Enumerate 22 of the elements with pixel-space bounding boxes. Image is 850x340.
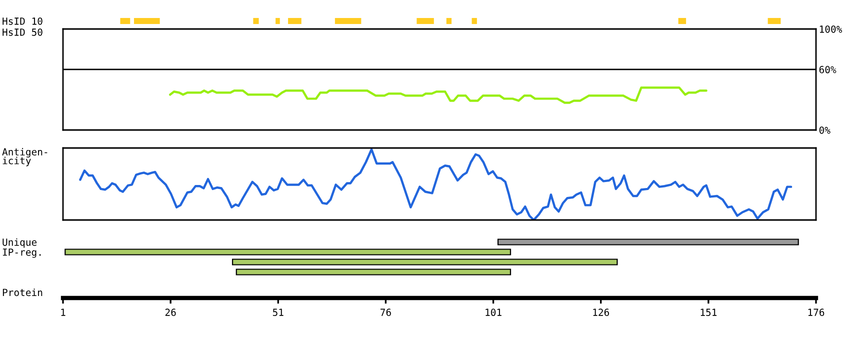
bar (232, 258, 618, 266)
line-series (169, 86, 708, 104)
y-tick-label: IP-reg. (2, 248, 41, 258)
bar (64, 248, 512, 256)
x-axis-title: Protein (2, 288, 42, 296)
y-tick-label: HsID 10 (2, 18, 42, 25)
y-tick-label: HsID 50 (2, 28, 42, 36)
y-tick-label: 100% (820, 26, 842, 33)
y-tick-label: 60% (819, 66, 836, 74)
x-tick-label: 1 (61, 308, 66, 316)
x-tick-label: 151 (700, 308, 717, 316)
bar (497, 238, 799, 246)
x-tick-label: 126 (593, 308, 610, 316)
x-tick-label: 76 (380, 308, 391, 316)
x-tick-label: 176 (808, 308, 824, 316)
bar (236, 268, 512, 276)
y-axis-title: Antigen- icity (2, 148, 48, 166)
x-tick-label: 101 (486, 308, 502, 316)
x-tick-label: 51 (272, 308, 284, 316)
x-tick-label: 26 (165, 308, 176, 316)
y-tick-label: Unique (2, 238, 37, 248)
y-tick-label: 0% (819, 126, 830, 134)
